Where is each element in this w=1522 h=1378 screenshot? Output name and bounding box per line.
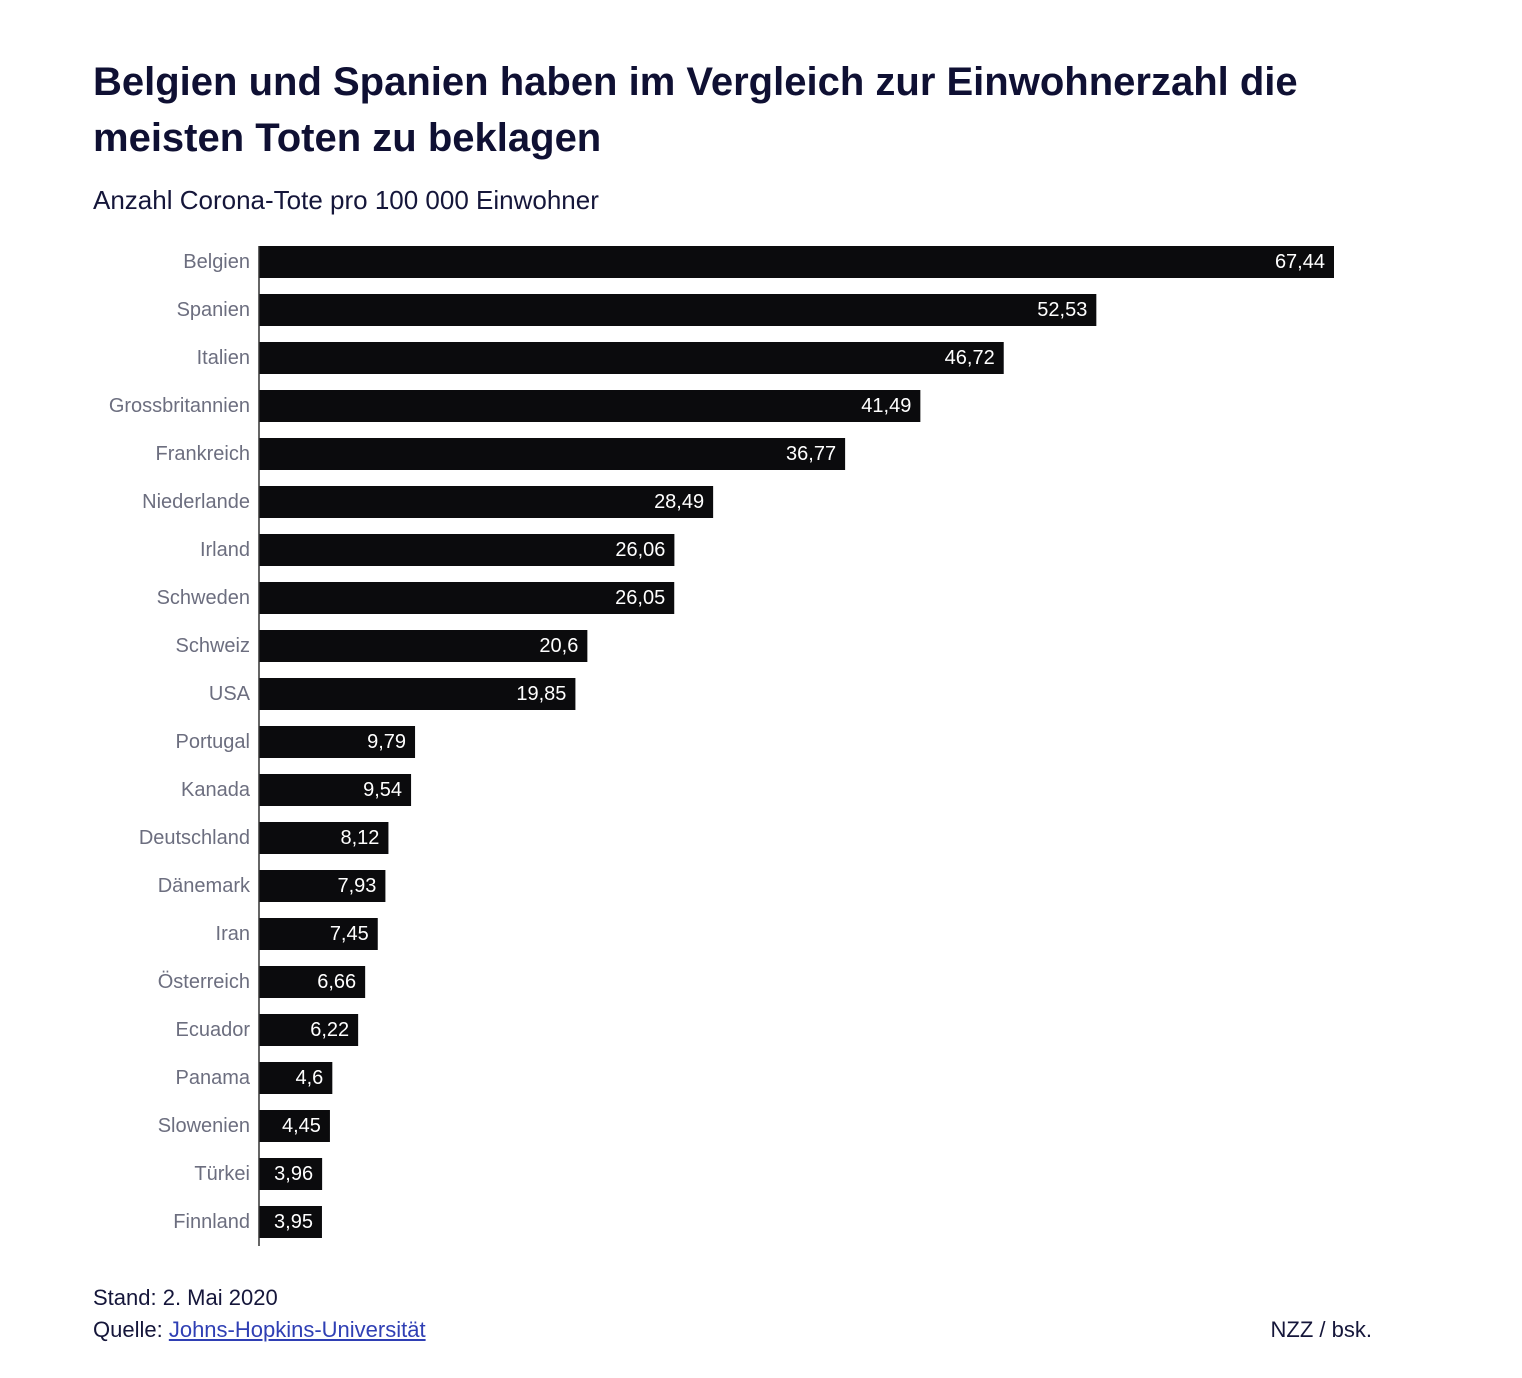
source-link[interactable]: Johns-Hopkins-Universität xyxy=(168,1317,426,1342)
category-label: Deutschland xyxy=(139,827,250,849)
category-label: Slowenien xyxy=(158,1115,250,1137)
category-label: Dänemark xyxy=(158,875,251,897)
bar-chart: Belgien 67,44 Spanien 52,53 Italien 46,72 Gros… xyxy=(109,246,1334,1246)
value-label: 4,6 xyxy=(296,1067,324,1089)
category-label: Österreich xyxy=(158,971,250,993)
bar-14 xyxy=(259,918,378,950)
bar-8 xyxy=(259,630,588,662)
value-label: 46,72 xyxy=(945,347,995,369)
category-label: Portugal xyxy=(176,731,251,753)
category-label: Schweden xyxy=(157,587,250,609)
bar-11 xyxy=(259,774,412,806)
credit-text: NZZ / bsk. xyxy=(1270,1317,1372,1342)
bar-7 xyxy=(259,582,675,614)
bar-1 xyxy=(259,294,1097,326)
bar-13 xyxy=(259,870,386,902)
category-label: Türkei xyxy=(194,1163,250,1185)
value-label: 19,85 xyxy=(516,683,566,705)
category-label: Ecuador xyxy=(176,1019,251,1041)
bar-6 xyxy=(259,534,675,566)
category-label: Panama xyxy=(176,1067,251,1089)
category-label: Kanada xyxy=(181,779,251,801)
bar-10 xyxy=(259,726,416,758)
value-label: 4,45 xyxy=(282,1115,321,1137)
category-label: Italien xyxy=(197,347,250,369)
value-label: 9,79 xyxy=(367,731,406,753)
bar-16 xyxy=(259,1014,359,1046)
category-label: Spanien xyxy=(177,299,250,321)
value-label: 28,49 xyxy=(654,491,704,513)
value-label: 6,22 xyxy=(310,1019,349,1041)
category-label: Grossbritannien xyxy=(109,395,250,417)
value-label: 9,54 xyxy=(363,779,402,801)
bar-3 xyxy=(259,390,921,422)
source-line: Quelle: Johns-Hopkins-Universität xyxy=(93,1314,426,1346)
value-label: 8,12 xyxy=(340,827,379,849)
bar-9 xyxy=(259,678,576,710)
value-label: 67,44 xyxy=(1275,251,1325,273)
value-label: 3,95 xyxy=(274,1211,313,1233)
category-label: Belgien xyxy=(183,251,250,273)
value-label: 52,53 xyxy=(1037,299,1087,321)
value-label: 6,66 xyxy=(317,971,356,993)
value-label: 26,05 xyxy=(615,587,665,609)
bar-17 xyxy=(259,1062,333,1094)
bar-15 xyxy=(259,966,366,998)
bar-20 xyxy=(259,1206,322,1238)
category-label: Schweiz xyxy=(176,635,250,657)
category-label: Frankreich xyxy=(156,443,250,465)
category-label: USA xyxy=(209,683,251,705)
bar-2 xyxy=(259,342,1004,374)
value-label: 41,49 xyxy=(861,395,911,417)
category-label: Finnland xyxy=(173,1211,250,1233)
value-label: 7,93 xyxy=(337,875,376,897)
value-label: 3,96 xyxy=(274,1163,313,1185)
source-prefix: Quelle: xyxy=(93,1317,169,1342)
category-label: Irland xyxy=(200,539,250,561)
category-label: Iran xyxy=(216,923,250,945)
bar-18 xyxy=(259,1110,330,1142)
bar-19 xyxy=(259,1158,323,1190)
bar-12 xyxy=(259,822,389,854)
bar-0 xyxy=(259,246,1334,278)
value-label: 7,45 xyxy=(330,923,369,945)
bar-5 xyxy=(259,486,714,518)
category-label: Niederlande xyxy=(142,491,250,513)
value-label: 26,06 xyxy=(615,539,665,561)
date-note: Stand: 2. Mai 2020 xyxy=(93,1285,278,1310)
chart-subtitle: Anzahl Corona-Tote pro 100 000 Einwohner xyxy=(93,185,599,215)
bar-4 xyxy=(259,438,846,470)
value-label: 36,77 xyxy=(786,443,836,465)
value-label: 20,6 xyxy=(539,635,578,657)
chart-title: Belgien und Spanien haben im Vergleich z… xyxy=(93,60,1298,160)
chart-footer: Stand: 2. Mai 2020 Quelle: Johns-Hopkins… xyxy=(93,1282,426,1346)
